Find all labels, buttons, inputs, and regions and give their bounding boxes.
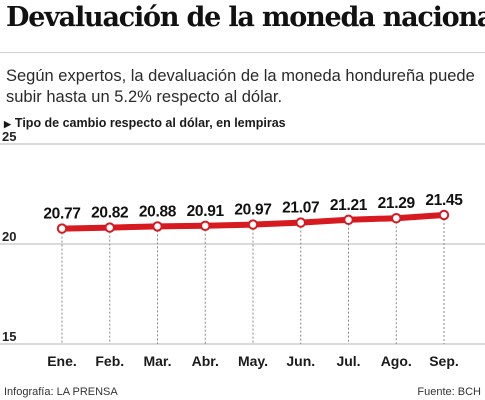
data-label: 20.91 (187, 203, 225, 220)
y-tick-label: 20 (2, 229, 16, 244)
data-label: 21.21 (330, 197, 368, 214)
data-point (104, 222, 115, 233)
line-chart: 25 20 15 Ene. Feb. Mar. Abr. May. Jun. Jul. Ago. S… (0, 130, 485, 369)
x-tick-label: May. (238, 353, 268, 369)
drop-lines (61, 215, 445, 344)
title-divider (0, 52, 485, 53)
y-tick-label: 15 (2, 329, 16, 344)
x-tick-label: Sep. (429, 353, 459, 369)
x-tick-label: Ene. (47, 353, 77, 369)
chart-subtitle: Según expertos, la devaluación de la mon… (6, 67, 475, 106)
data-label: 21.45 (425, 192, 463, 209)
unit-label-row: ▶ Tipo de cambio respecto al dólar, en le… (4, 116, 286, 130)
footer-credit: Infografía: LA PRENSA (4, 386, 118, 398)
data-label: 21.29 (378, 195, 416, 212)
data-point (343, 214, 354, 226)
x-tick-label: Jul. (336, 353, 360, 369)
data-label: 20.82 (91, 205, 128, 222)
x-tick-labels: Ene. Feb. Mar. Abr. May. Jun. Jul. Ago. Sep. (47, 353, 459, 369)
data-point (391, 213, 402, 224)
data-label: 20.77 (43, 206, 80, 223)
y-tick-labels: 25 20 15 (2, 130, 16, 344)
data-labels: 20.77 20.82 20.88 20.91 20.97 21.07 21.21 21.29… (43, 192, 463, 223)
data-point (295, 217, 306, 228)
unit-label: Tipo de cambio respecto al dólar, en lem… (14, 116, 286, 130)
data-point (56, 223, 68, 234)
x-tick-label: Ago. (381, 353, 412, 369)
x-tick-label: Abr. (192, 353, 219, 369)
data-point (247, 219, 259, 230)
data-label: 20.97 (234, 202, 271, 219)
triangle-right-icon: ▶ (4, 119, 11, 129)
chart-title: Devaluación de la moneda nacional (6, 2, 485, 33)
data-label: 20.88 (139, 203, 177, 220)
y-tick-label: 25 (2, 130, 16, 144)
x-tick-label: Jun. (286, 353, 315, 369)
data-points (56, 209, 450, 234)
data-label: 21.07 (282, 200, 319, 217)
x-tick-label: Feb. (95, 353, 124, 369)
data-point (200, 220, 211, 232)
data-point (152, 221, 163, 232)
data-point (438, 209, 450, 221)
x-tick-label: Mar. (143, 353, 171, 369)
footer-source: Fuente: BCH (417, 386, 481, 398)
grid-layer (0, 143, 485, 345)
